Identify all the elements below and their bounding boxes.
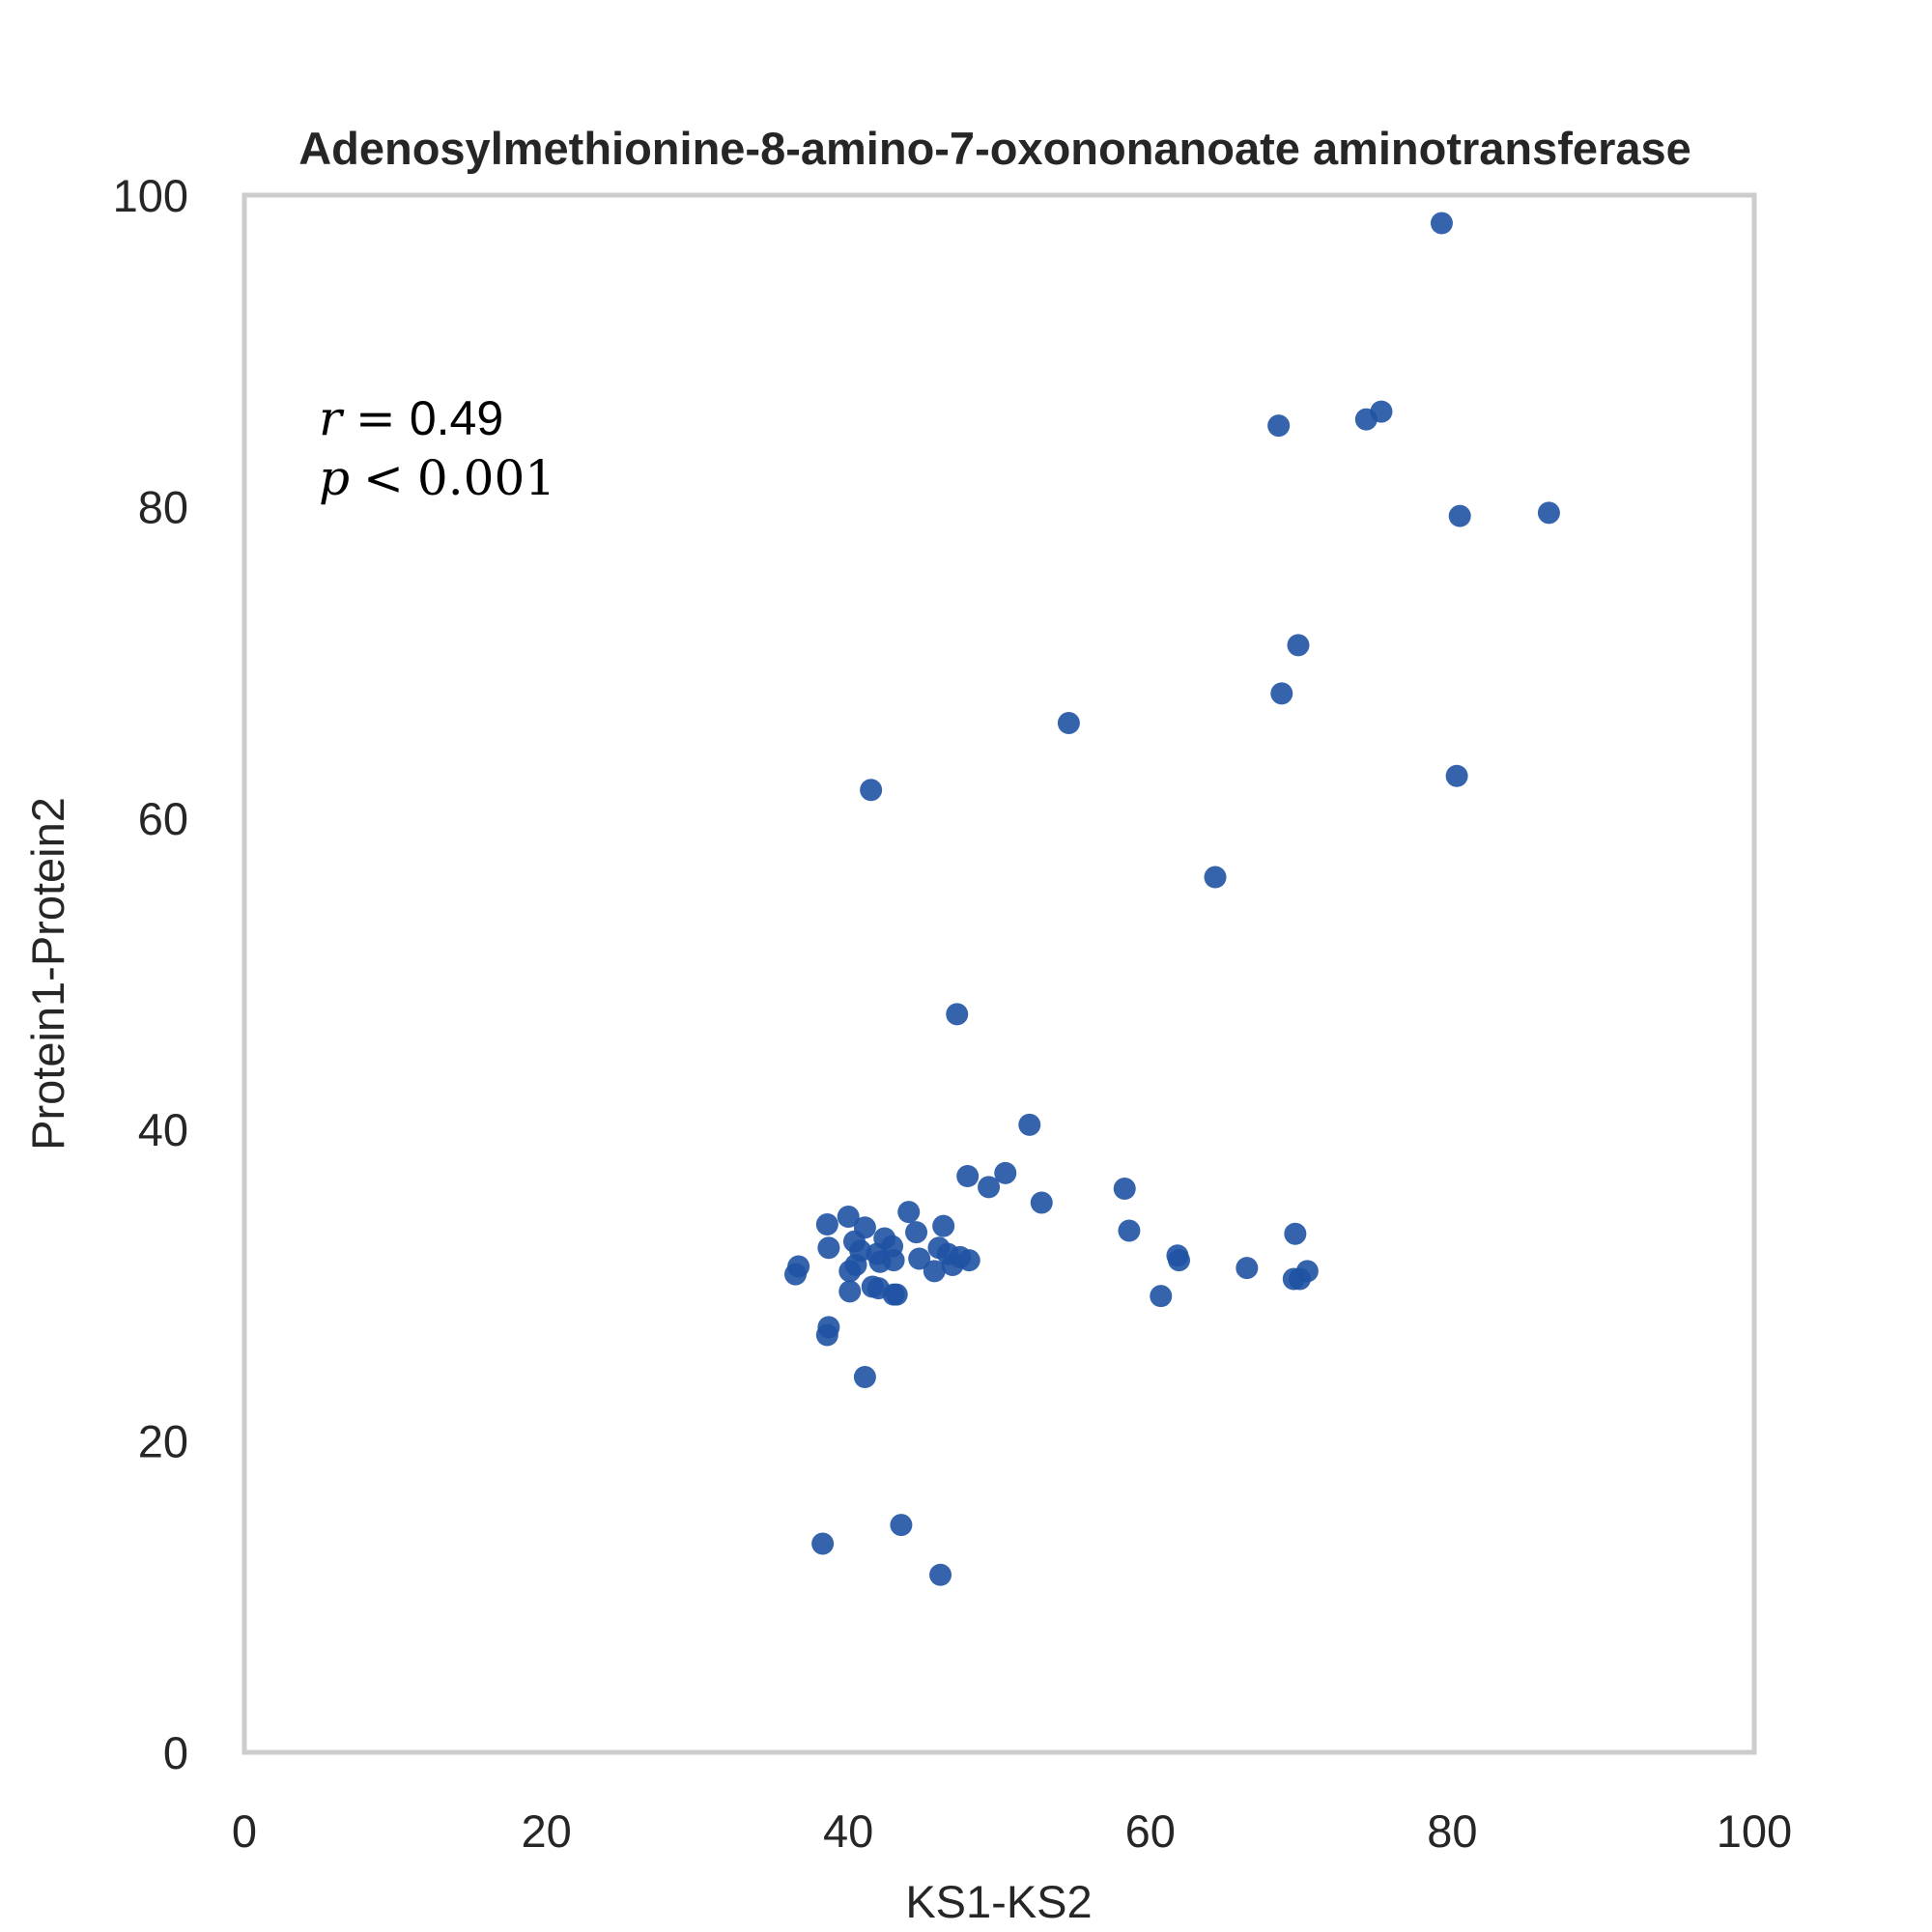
data-point <box>838 1260 862 1283</box>
data-point <box>941 1253 964 1276</box>
y-tick-label: 0 <box>163 1727 188 1778</box>
data-point <box>1287 634 1310 657</box>
data-point <box>929 1563 952 1586</box>
data-point <box>1057 711 1080 734</box>
data-point <box>838 1280 862 1303</box>
data-point <box>978 1176 1001 1199</box>
data-point <box>1430 212 1453 235</box>
data-point <box>1270 682 1293 705</box>
data-point <box>815 1213 838 1236</box>
data-point <box>837 1205 860 1228</box>
data-point <box>1284 1222 1307 1245</box>
data-point <box>1167 1249 1190 1272</box>
data-point <box>811 1532 835 1555</box>
data-point <box>1236 1257 1259 1280</box>
data-point <box>860 779 883 802</box>
p-symbol: p <box>319 450 350 506</box>
svg-text:r = 0.49: r = 0.49 <box>319 390 503 446</box>
p-value: 0.001 <box>417 450 555 506</box>
x-axis-ticks: 0 20 40 60 80 100 <box>232 1805 1792 1857</box>
data-point <box>1030 1191 1053 1214</box>
data-point <box>853 1366 876 1389</box>
p-less-than: < <box>363 450 404 506</box>
plot-area <box>242 192 1757 1755</box>
points-layer <box>783 212 1560 1586</box>
data-point <box>946 1003 969 1026</box>
data-point <box>1118 1219 1141 1242</box>
x-tick-label: 100 <box>1717 1805 1792 1857</box>
data-point <box>1204 866 1227 889</box>
data-point <box>890 1514 913 1537</box>
data-point <box>1289 1267 1312 1291</box>
chart-title: Adenosylmethionine-8-amino-7-oxononanoat… <box>298 123 1691 174</box>
data-point <box>1445 764 1468 787</box>
data-point <box>908 1247 931 1270</box>
r-equals: = <box>355 390 396 446</box>
x-tick-label: 20 <box>521 1805 571 1857</box>
x-tick-label: 0 <box>232 1805 257 1857</box>
data-point <box>882 1249 905 1272</box>
correlation-annotation: r = 0.49 p < 0.001 <box>319 390 555 506</box>
data-point <box>923 1260 946 1283</box>
y-tick-label: 40 <box>138 1104 188 1155</box>
y-tick-label: 60 <box>138 793 188 844</box>
x-axis-label: KS1-KS2 <box>905 1876 1092 1927</box>
data-point <box>1267 414 1291 438</box>
data-point <box>1370 400 1393 423</box>
x-tick-label: 60 <box>1125 1805 1176 1857</box>
data-point <box>885 1283 908 1306</box>
data-point <box>932 1214 955 1237</box>
y-axis-label: Protein1-Protein2 <box>22 797 73 1151</box>
data-point <box>783 1263 807 1286</box>
r-symbol: r <box>319 390 345 446</box>
data-point <box>1113 1177 1136 1200</box>
data-point <box>905 1221 928 1244</box>
data-point <box>1448 504 1471 527</box>
y-tick-label: 20 <box>138 1416 188 1467</box>
data-point <box>897 1201 921 1224</box>
data-point <box>1150 1285 1173 1308</box>
data-point <box>815 1323 838 1347</box>
data-point <box>1018 1113 1041 1136</box>
data-point <box>956 1165 980 1188</box>
data-point <box>994 1161 1017 1184</box>
r-value: 0.49 <box>410 391 503 445</box>
svg-text:p < 0.001: p < 0.001 <box>319 450 555 506</box>
y-axis-ticks: 0 20 40 60 80 100 <box>113 170 188 1778</box>
x-tick-label: 80 <box>1427 1805 1477 1857</box>
x-tick-label: 40 <box>823 1805 873 1857</box>
data-point <box>817 1236 840 1260</box>
y-tick-label: 100 <box>113 170 188 221</box>
data-point <box>1537 501 1560 525</box>
y-tick-label: 80 <box>138 481 188 532</box>
